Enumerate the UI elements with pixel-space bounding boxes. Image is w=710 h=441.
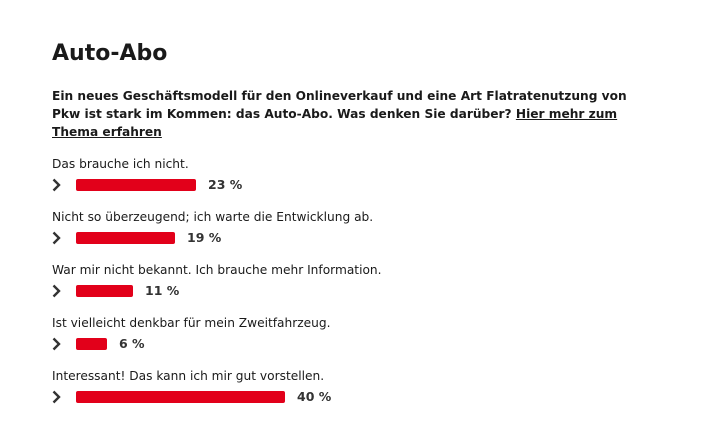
poll-option: Nicht so überzeugend; ich warte die Entw… xyxy=(52,209,652,262)
result-bar-track: 23 % xyxy=(76,177,285,192)
poll-option: Ist vielleicht denkbar für mein Zweitfah… xyxy=(52,315,652,368)
result-bar-track: 6 % xyxy=(76,336,285,351)
chevron-right-icon[interactable] xyxy=(52,335,76,353)
result-bar xyxy=(76,391,285,403)
poll-intro-text: Ein neues Geschäftsmodell für den Online… xyxy=(52,89,627,121)
option-result-row: 19 % xyxy=(52,229,652,247)
result-bar-track: 40 % xyxy=(76,389,331,404)
option-label: War mir nicht bekannt. Ich brauche mehr … xyxy=(52,263,382,277)
percent-label: 6 % xyxy=(119,336,145,351)
option-label: Das brauche ich nicht. xyxy=(52,157,189,171)
chevron-right-icon[interactable] xyxy=(52,229,76,247)
percent-label: 40 % xyxy=(297,389,332,404)
option-result-row: 23 % xyxy=(52,176,652,194)
poll-option: Interessant! Das kann ich mir gut vorste… xyxy=(52,368,652,421)
poll-option: War mir nicht bekannt. Ich brauche mehr … xyxy=(52,262,652,315)
result-bar xyxy=(76,232,175,244)
result-bar-track: 11 % xyxy=(76,283,285,298)
poll-option: Das brauche ich nicht. 23 % xyxy=(52,156,652,209)
option-result-row: 6 % xyxy=(52,335,652,353)
percent-label: 11 % xyxy=(145,283,180,298)
poll-intro: Ein neues Geschäftsmodell für den Online… xyxy=(52,87,652,141)
percent-label: 23 % xyxy=(208,177,243,192)
option-label: Ist vielleicht denkbar für mein Zweitfah… xyxy=(52,316,331,330)
poll-title: Auto-Abo xyxy=(52,41,168,66)
result-bar xyxy=(76,179,196,191)
result-bar xyxy=(76,285,133,297)
percent-label: 19 % xyxy=(187,230,222,245)
result-bar xyxy=(76,338,107,350)
poll-widget: Auto-Abo Ein neues Geschäftsmodell für d… xyxy=(52,40,652,421)
option-label: Interessant! Das kann ich mir gut vorste… xyxy=(52,369,325,383)
option-label: Nicht so überzeugend; ich warte die Entw… xyxy=(52,210,374,224)
chevron-right-icon[interactable] xyxy=(52,388,76,406)
chevron-right-icon[interactable] xyxy=(52,176,76,194)
chevron-right-icon[interactable] xyxy=(52,282,76,300)
option-result-row: 40 % xyxy=(52,388,652,406)
result-bar-track: 19 % xyxy=(76,230,285,245)
option-result-row: 11 % xyxy=(52,282,652,300)
more-info-link[interactable]: Hier mehr zum Thema erfahren xyxy=(52,107,618,139)
